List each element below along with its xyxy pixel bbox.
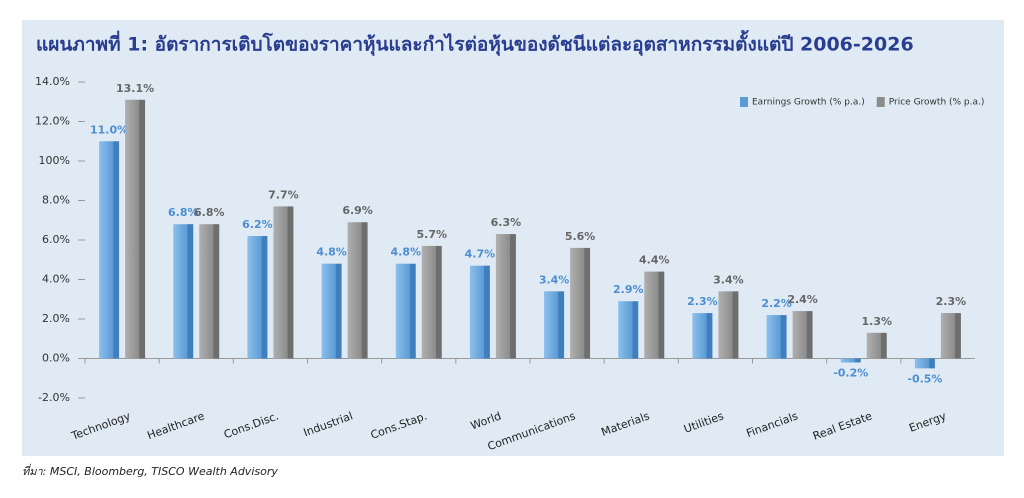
value-label: 13.1%	[116, 82, 154, 95]
bar	[321, 263, 342, 359]
y-tick-label: 8.0%	[42, 194, 70, 207]
value-label: 4.8%	[316, 246, 347, 259]
value-label: 6.8%	[168, 206, 199, 219]
legend-swatch	[740, 97, 748, 107]
value-label: 6.9%	[342, 204, 373, 217]
value-label: 6.2%	[242, 218, 273, 231]
bar	[469, 265, 490, 359]
value-label: 2.2%	[761, 297, 792, 310]
bar	[570, 247, 591, 359]
bar	[173, 224, 194, 359]
bar	[199, 224, 220, 359]
value-label: 5.7%	[416, 228, 447, 241]
y-tick-label: 100%	[39, 154, 70, 167]
value-label: 5.6%	[565, 230, 596, 243]
bar	[99, 141, 120, 359]
y-tick-label: 4.0%	[42, 273, 70, 286]
chart-title: แผนภาพที่ 1: อัตราการเติบโตของราคาหุ้นแล…	[36, 30, 914, 57]
bar	[395, 263, 416, 359]
bar	[766, 315, 787, 359]
value-label: 4.8%	[390, 246, 421, 259]
bar	[495, 234, 516, 359]
value-label: 3.4%	[713, 273, 744, 286]
bar	[347, 222, 368, 359]
bar	[718, 291, 739, 359]
bar	[618, 301, 639, 359]
bar	[125, 99, 146, 359]
bar	[544, 291, 565, 359]
y-tick-label: 6.0%	[42, 233, 70, 246]
bar	[914, 358, 935, 369]
value-label: 2.9%	[613, 283, 644, 296]
value-label: 4.4%	[639, 254, 670, 267]
bar	[840, 358, 861, 363]
bar	[247, 236, 268, 359]
y-tick-label: -2.0%	[38, 391, 70, 404]
value-label: 6.8%	[194, 206, 225, 219]
y-tick-label: 2.0%	[42, 312, 70, 325]
value-label: -0.5%	[907, 372, 942, 385]
value-label: 2.3%	[936, 295, 967, 308]
bar	[644, 271, 665, 359]
value-label: 2.3%	[687, 295, 718, 308]
value-label: 11.0%	[90, 123, 128, 136]
value-label: 7.7%	[268, 188, 299, 201]
value-label: 2.4%	[787, 293, 818, 306]
bar	[692, 313, 713, 359]
bar	[866, 332, 887, 359]
bar	[940, 313, 961, 359]
y-tick-label: 14.0%	[35, 75, 70, 88]
y-tick-label: 12.0%	[35, 115, 70, 128]
value-label: 4.7%	[465, 248, 496, 261]
y-tick-label: 0.0%	[42, 352, 70, 365]
bar	[421, 245, 442, 359]
legend-label: Price Growth (% p.a.)	[889, 98, 985, 108]
bar	[792, 311, 813, 359]
value-label: -0.2%	[833, 366, 868, 379]
value-label: 1.3%	[861, 315, 892, 328]
legend-swatch	[876, 97, 885, 107]
legend-label: Earnings Growth (% p.a.)	[752, 98, 865, 108]
value-label: 6.3%	[491, 216, 522, 229]
value-label: 3.4%	[539, 273, 570, 286]
bar	[273, 206, 294, 359]
source: ที่มา: MSCI, Bloomberg, TISCO Wealth Adv…	[22, 463, 278, 478]
